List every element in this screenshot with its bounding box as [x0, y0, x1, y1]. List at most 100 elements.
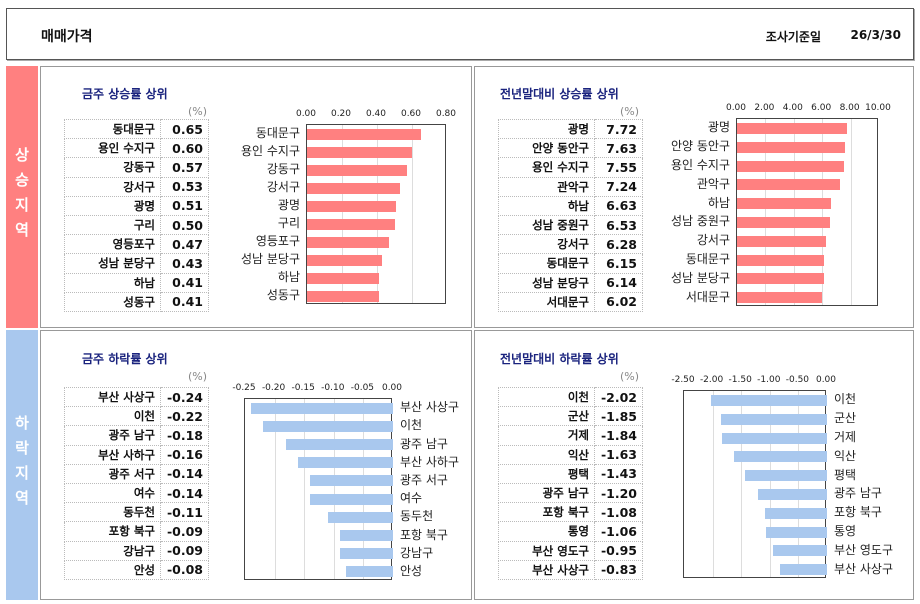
rate-value: 6.14	[594, 272, 643, 293]
table-row: 강동구 0.57	[64, 157, 209, 178]
rate-value: -0.18	[160, 425, 209, 446]
rate-value: -0.24	[160, 386, 209, 408]
ranking-table: 동대문구 0.65 용인 수지구 0.60 강동구 0.57 강서구 0.53 광명 0.51 구리…	[64, 118, 209, 312]
bar-2	[737, 160, 845, 172]
table-row: 광주 남구 -1.20	[498, 482, 643, 504]
unit-label: (%)	[620, 105, 640, 118]
rate-value: 7.72	[594, 118, 643, 140]
category-label: 광주 남구	[400, 436, 448, 451]
region-name: 강남구	[64, 540, 161, 561]
bar-8	[339, 548, 393, 560]
axis-tick-label: 6.00	[811, 103, 832, 113]
table-row: 성남 중원구 6.53	[498, 214, 643, 236]
table-row: 포항 북구 -0.09	[64, 521, 209, 542]
region-name: 이천	[498, 386, 595, 408]
category-label: 안성	[400, 563, 423, 578]
region-name: 하남	[64, 272, 161, 293]
region-name: 구리	[64, 214, 161, 236]
bar-7	[766, 526, 827, 538]
table-row: 광주 남구 -0.18	[64, 425, 209, 446]
rate-value: -0.09	[160, 521, 209, 542]
table-row: 성남 분당구 0.43	[64, 253, 209, 274]
region-name: 부산 영도구	[498, 540, 595, 561]
rate-value: -0.22	[160, 406, 209, 427]
axis-tick-label: 4.00	[782, 103, 803, 113]
region-name: 평택	[498, 463, 595, 484]
bar-4	[737, 198, 832, 210]
rate-value: 7.55	[594, 157, 643, 178]
category-label: 안양 동안구	[670, 139, 730, 154]
gridline	[274, 399, 276, 579]
table-row: 강남구 -0.09	[64, 540, 209, 561]
axis-tick-label: 0.80	[435, 109, 457, 119]
bar-2	[721, 432, 827, 444]
bar-0	[711, 394, 827, 406]
panel-title: 전년말대비 상승률 상위	[500, 87, 619, 101]
table-row: 동대문구 6.15	[498, 253, 643, 274]
table-row: 성동구 0.41	[64, 291, 209, 312]
gridline	[412, 125, 413, 303]
axis-tick-label: -1.50	[728, 375, 752, 385]
region-name: 성남 중원구	[498, 214, 595, 236]
region-name: 광주 서구	[64, 463, 161, 484]
bar-5	[758, 488, 827, 500]
rate-value: 7.24	[594, 176, 643, 197]
gridline	[741, 391, 743, 577]
bar-8	[307, 272, 379, 284]
panel-title: 금주 상승률 상위	[82, 87, 168, 101]
region-name: 광명	[64, 195, 161, 216]
rate-value: 6.15	[594, 253, 643, 274]
table-row: 통영 -1.06	[498, 521, 643, 542]
axis-tick-label: 10.00	[865, 103, 891, 113]
table-row: 영등포구 0.47	[64, 234, 209, 255]
axis-tick-label: 0.40	[365, 109, 387, 119]
category-label: 익산	[834, 448, 857, 463]
rate-value: 6.53	[594, 214, 643, 236]
axis-tick-label: 0.00	[381, 383, 403, 393]
bar-chart-plot	[683, 390, 827, 578]
survey-date: 26/3/30	[850, 28, 901, 42]
rate-value: -1.43	[594, 463, 643, 484]
gridline	[304, 399, 306, 579]
category-label: 광명	[707, 120, 730, 135]
category-label: 구리	[277, 216, 300, 230]
axis-tick-label: -0.15	[291, 383, 315, 393]
table-row: 광명 0.51	[64, 195, 209, 216]
rate-value: 0.50	[160, 214, 209, 236]
bar-6	[327, 511, 393, 523]
rate-value: 0.60	[160, 138, 209, 159]
category-label: 성남 분당구	[670, 270, 730, 285]
rate-value: 0.41	[160, 272, 209, 293]
region-name: 강서구	[498, 234, 595, 255]
region-name: 영등포구	[64, 234, 161, 255]
region-name: 군산	[498, 406, 595, 427]
table-row: 거제 -1.84	[498, 425, 643, 446]
bar-6	[307, 236, 390, 248]
region-name: 안성	[64, 559, 161, 580]
table-row: 관악구 7.24	[498, 176, 643, 197]
table-row: 동두천 -0.11	[64, 502, 209, 523]
category-label: 용인 수지구	[240, 144, 300, 158]
bar-9	[779, 564, 827, 576]
rate-value: -1.20	[594, 482, 643, 504]
unit-label: (%)	[620, 370, 640, 383]
category-label: 부산 사하구	[400, 454, 460, 469]
bar-9	[345, 566, 393, 578]
table-row: 여수 -0.14	[64, 482, 209, 504]
table-row: 용인 수지구 7.55	[498, 157, 643, 178]
region-name: 강서구	[64, 176, 161, 197]
axis-tick-label: -0.20	[261, 383, 286, 393]
region-name: 안양 동안구	[498, 138, 595, 159]
table-row: 구리 0.50	[64, 214, 209, 236]
ranking-table: 부산 사상구 -0.24 이천 -0.22 광주 남구 -0.18 부산 사하구 -0.16 광…	[64, 386, 209, 580]
page-title: 매매가격	[41, 29, 93, 45]
gridline	[363, 399, 365, 579]
table-row: 광주 서구 -0.14	[64, 463, 209, 484]
table-row: 강서구 0.53	[64, 176, 209, 197]
rate-value: 0.43	[160, 253, 209, 274]
bar-7	[307, 254, 383, 266]
table-row: 평택 -1.43	[498, 463, 643, 484]
gridline	[793, 119, 795, 305]
axis-tick-label: -0.10	[321, 383, 345, 393]
unit-label: (%)	[188, 105, 208, 118]
